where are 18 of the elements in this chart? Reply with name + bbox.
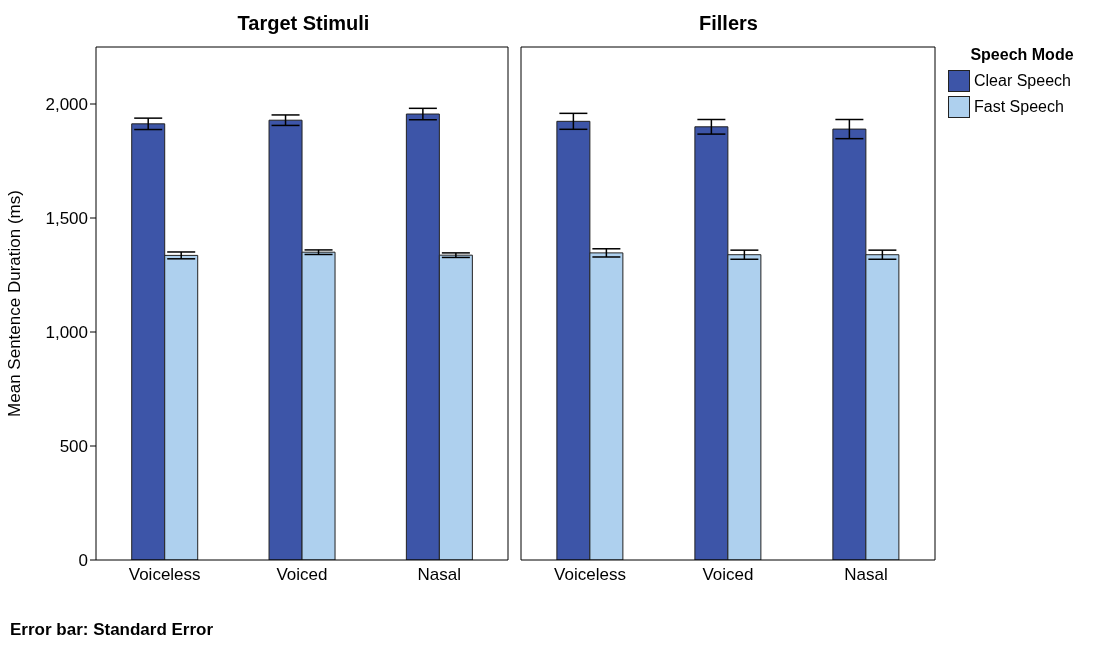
y-tick-label: 500	[59, 437, 88, 457]
chart-title: Target Stimuli	[236, 11, 371, 36]
legend-label: Clear Speech	[974, 72, 1071, 90]
x-tick-label: Nasal	[417, 565, 462, 585]
y-axis-title: Mean Sentence Duration (ms)	[5, 190, 25, 417]
y-tick-label: 1,500	[45, 209, 88, 229]
x-tick-label: Voiceless	[128, 565, 201, 585]
text: Error bar: Standard Error	[10, 620, 215, 640]
chart-title: Fillers	[698, 11, 759, 36]
x-tick-label: Nasal	[844, 565, 888, 585]
x-tick-label: Voiced	[702, 565, 754, 585]
y-tick-label: 0	[78, 551, 88, 571]
x-tick-label: Voiced	[276, 565, 328, 585]
x-tick-label: Voiceless	[554, 565, 626, 585]
y-tick-label: 2,000	[45, 95, 88, 115]
y-tick-label: 1,000	[45, 323, 88, 343]
legend-label: Fast Speech	[974, 98, 1064, 116]
legend-title: Speech Mode	[969, 46, 1075, 64]
